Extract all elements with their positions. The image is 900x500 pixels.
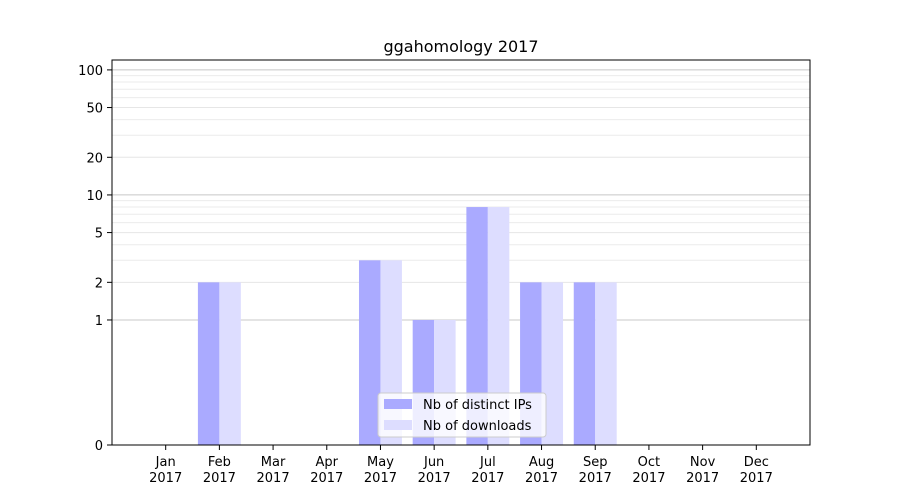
legend-label: Nb of downloads: [423, 419, 532, 434]
x-tick-label-year: 2017: [686, 471, 719, 486]
x-tick-label-month: Jul: [479, 455, 496, 470]
y-tick-label: 2: [95, 276, 103, 291]
x-tick-label-month: Dec: [744, 455, 769, 470]
y-tick-label: 20: [86, 151, 103, 166]
y-tick-label: 1: [95, 314, 103, 329]
bar-downloads: [487, 207, 510, 445]
y-tick-label: 0: [95, 439, 103, 454]
bar-downloads: [219, 282, 241, 445]
bar-distinct-ips: [197, 282, 220, 445]
y-tick-label: 10: [86, 189, 103, 204]
x-tick-label-year: 2017: [418, 471, 451, 486]
x-tick-label-month: Oct: [638, 455, 660, 470]
bar-distinct-ips: [573, 282, 596, 445]
x-tick-label-month: May: [367, 455, 394, 470]
bar-downloads: [541, 282, 564, 445]
legend-label: Nb of distinct IPs: [423, 398, 532, 413]
grid-lines: [112, 69, 810, 321]
x-axis: Jan2017Feb2017Mar2017Apr2017May2017Jun20…: [149, 445, 773, 486]
y-axis: 0 1 2 5 10 20 50 100: [78, 64, 112, 454]
x-tick-label-month: Jan: [155, 455, 176, 470]
x-tick-label-year: 2017: [364, 471, 397, 486]
x-tick-label-year: 2017: [471, 471, 504, 486]
x-tick-label-year: 2017: [525, 471, 558, 486]
legend-box: [377, 392, 547, 438]
y-tick-label: 50: [86, 102, 103, 117]
axes-frame: [111, 59, 811, 446]
x-tick-label-month: Mar: [261, 455, 286, 470]
legend: Nb of distinct IPs Nb of downloads: [377, 392, 547, 438]
x-tick-label-year: 2017: [632, 471, 665, 486]
x-tick-label-month: Aug: [529, 455, 554, 470]
legend-swatch: [384, 399, 412, 409]
y-tick-label: 100: [78, 64, 103, 79]
x-tick-label-year: 2017: [149, 471, 182, 486]
x-tick-label-year: 2017: [740, 471, 773, 486]
bar-distinct-ips: [358, 260, 381, 445]
x-tick-label-month: Jun: [423, 455, 444, 470]
y-tick-label: 5: [95, 227, 103, 242]
chart-title: ggahomology 2017: [383, 37, 538, 56]
bar-distinct-ips: [466, 207, 488, 445]
legend-swatch: [384, 420, 412, 430]
x-tick-label-year: 2017: [579, 471, 612, 486]
x-tick-label-month: Nov: [690, 455, 716, 470]
x-tick-label-month: Apr: [316, 455, 339, 470]
x-tick-label-month: Feb: [208, 455, 231, 470]
x-tick-label-year: 2017: [203, 471, 236, 486]
bar-downloads: [595, 282, 617, 445]
x-tick-label-month: Sep: [583, 455, 608, 470]
x-tick-label-year: 2017: [257, 471, 290, 486]
x-tick-label-year: 2017: [310, 471, 343, 486]
